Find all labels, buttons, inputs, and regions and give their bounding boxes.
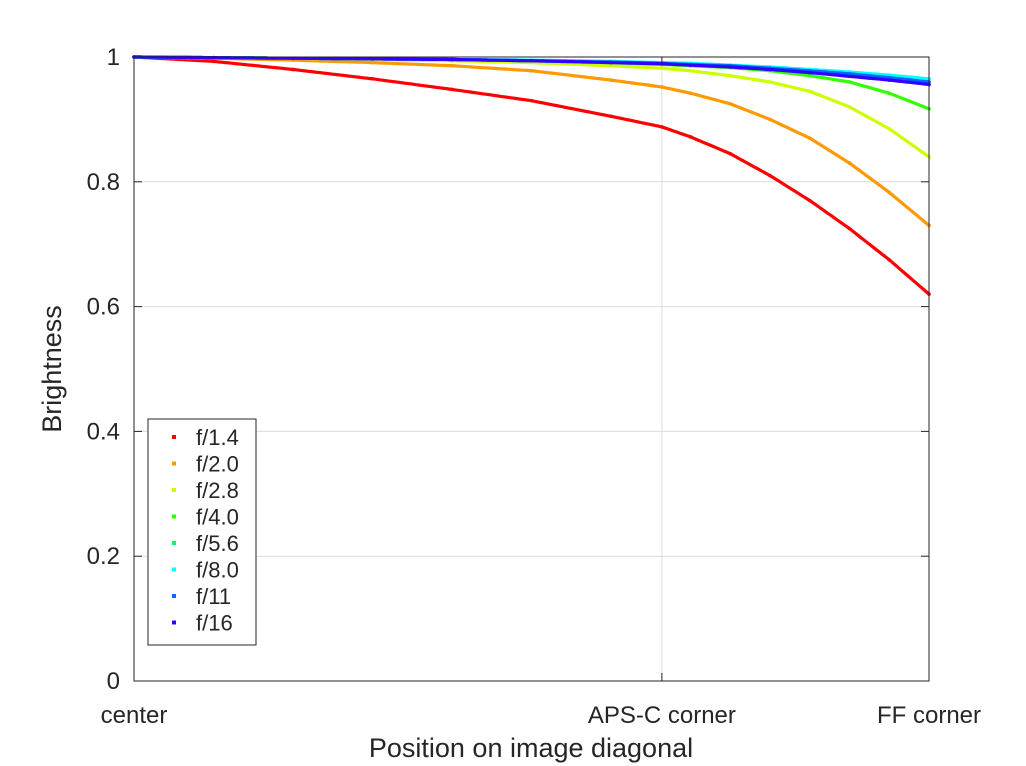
data-point — [529, 98, 534, 103]
data-point — [887, 126, 892, 131]
legend-item: f/2.8 — [172, 478, 239, 503]
x-tick-label: FF corner — [877, 702, 981, 729]
data-point — [688, 68, 693, 73]
legend-item: f/16 — [172, 611, 233, 636]
data-point — [887, 78, 892, 82]
tick-labels: 0 0.2 0.4 0.6 0.8 1 center APS-C corner FF corne… — [87, 44, 981, 729]
data-point — [688, 91, 693, 95]
data-point — [529, 68, 534, 73]
data-point — [211, 59, 216, 64]
data-point — [728, 102, 733, 106]
data-point — [847, 105, 852, 109]
data-point — [847, 226, 852, 231]
data-point — [807, 70, 812, 75]
legend-marker — [172, 594, 176, 598]
data-point — [370, 57, 375, 61]
legend-item: f/1.4 — [172, 425, 239, 450]
legend-marker — [172, 514, 176, 519]
series-f-16 — [132, 55, 931, 87]
legend-label: f/8.0 — [196, 558, 239, 583]
data-point — [688, 63, 693, 67]
data-point — [807, 198, 812, 203]
legend-marker — [172, 488, 176, 492]
data-point — [211, 55, 216, 60]
legend: f/1.4f/2.0f/2.8f/4.0f/5.6f/8.0f/11f/16 — [147, 418, 257, 646]
data-point — [768, 117, 772, 122]
data-point — [609, 78, 613, 82]
legend-label: f/16 — [196, 611, 233, 636]
data-point — [728, 151, 733, 156]
data-point — [807, 136, 812, 140]
legend-label: f/5.6 — [196, 531, 239, 556]
legend-label: f/11 — [196, 584, 231, 609]
legend-label: f/4.0 — [196, 505, 239, 530]
data-point — [450, 57, 454, 62]
y-axis-label: Brightness — [37, 305, 67, 433]
data-point — [768, 173, 772, 178]
data-point — [847, 74, 852, 79]
data-point — [847, 161, 852, 165]
data-point — [887, 190, 892, 195]
y-tick-label: 1 — [107, 44, 120, 71]
legend-item: f/11 — [172, 584, 231, 609]
y-tick-label: 0.2 — [87, 543, 120, 570]
x-tick-label: center — [101, 702, 168, 729]
data-point — [887, 258, 892, 262]
y-tick-label: 0.6 — [87, 294, 120, 321]
x-tick-label: APS-C corner — [588, 702, 736, 729]
data-point — [370, 60, 375, 65]
data-point — [609, 60, 613, 65]
data-point — [807, 73, 812, 78]
legend-label: f/1.4 — [196, 425, 239, 450]
legend-item: f/4.0 — [172, 505, 239, 530]
data-point — [370, 77, 375, 81]
data-point — [688, 135, 693, 139]
data-point — [291, 67, 295, 72]
data-point — [450, 63, 454, 68]
legend-marker — [172, 620, 176, 625]
data-point — [660, 66, 664, 71]
legend-item: f/5.6 — [172, 531, 239, 556]
axes — [133, 56, 930, 682]
legend-label: f/2.0 — [196, 452, 239, 477]
data-point — [660, 85, 664, 89]
x-axis-label: Position on image diagonal — [369, 733, 693, 763]
y-tick-label: 0.4 — [87, 418, 120, 445]
series-f-1-4 — [132, 55, 931, 296]
data-point — [847, 80, 852, 84]
data-point — [529, 58, 534, 63]
legend-marker — [172, 541, 176, 545]
data-point — [807, 89, 812, 94]
data-point — [728, 73, 733, 78]
data-point — [609, 63, 613, 68]
legend-marker — [172, 435, 176, 439]
series-layer — [132, 55, 931, 296]
data-point — [450, 87, 454, 92]
legend-marker — [172, 567, 176, 572]
data-point — [728, 65, 733, 69]
legend-box — [147, 418, 257, 646]
grid — [134, 57, 929, 681]
data-point — [660, 125, 664, 129]
legend-label: f/2.8 — [196, 478, 239, 503]
legend-marker — [172, 461, 176, 466]
y-tick-label: 0.8 — [87, 169, 120, 196]
data-point — [768, 67, 772, 72]
data-point — [887, 91, 892, 95]
y-tick-label: 0 — [107, 668, 120, 695]
data-point — [609, 114, 613, 119]
legend-item: f/8.0 — [172, 558, 239, 583]
plot-frame — [133, 56, 930, 682]
data-point — [768, 80, 772, 84]
legend-item: f/2.0 — [172, 452, 239, 477]
